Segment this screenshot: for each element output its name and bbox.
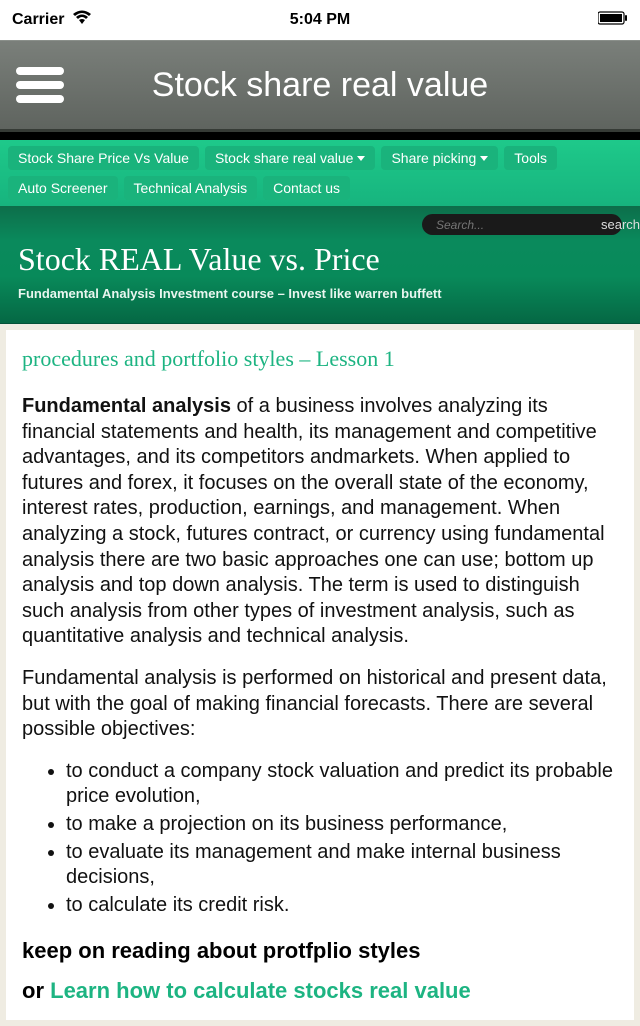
cta-link[interactable]: Learn how to calculate stocks real value (50, 978, 471, 1003)
p1-rest: of a business involves analyzing its fin… (22, 395, 605, 647)
search-box: search (422, 214, 622, 235)
nav-item-label: Stock Share Price Vs Value (18, 150, 189, 166)
divider-strip (0, 132, 640, 140)
nav-item-label: Auto Screener (18, 180, 108, 196)
list-item: to evaluate its management and make inte… (66, 840, 618, 891)
lesson-title: procedures and portfolio styles – Lesson… (22, 346, 618, 372)
hero-title: Stock REAL Value vs. Price (18, 241, 622, 278)
bullet-list: to conduct a company stock valuation and… (22, 759, 618, 919)
nav-item-6[interactable]: Contact us (263, 176, 350, 200)
nav-item-3[interactable]: Tools (504, 146, 557, 170)
status-bar: Carrier 5:04 PM (0, 0, 640, 40)
status-right (598, 11, 628, 30)
paragraph-2: Fundamental analysis is performed on his… (22, 666, 618, 743)
list-item: to calculate its credit risk. (66, 893, 618, 919)
nav-item-label: Technical Analysis (134, 180, 248, 196)
article: procedures and portfolio styles – Lesson… (6, 330, 634, 1020)
nav-item-label: Tools (514, 150, 547, 166)
hero-subtitle: Fundamental Analysis Investment course –… (18, 286, 622, 301)
hero-banner: search Stock REAL Value vs. Price Fundam… (0, 206, 640, 324)
nav-item-2[interactable]: Share picking (381, 146, 498, 170)
list-item: to make a projection on its business per… (66, 812, 618, 838)
wifi-icon (72, 10, 92, 31)
list-item: to conduct a company stock valuation and… (66, 759, 618, 810)
p1-bold: Fundamental analysis (22, 395, 231, 417)
reading-heading: keep on reading about protfplio styles (22, 938, 618, 964)
nav-item-1[interactable]: Stock share real value (205, 146, 376, 170)
menu-icon[interactable] (16, 67, 64, 103)
paragraph-1: Fundamental analysis of a business invol… (22, 394, 618, 650)
status-time: 5:04 PM (290, 11, 350, 29)
search-input[interactable] (436, 218, 593, 232)
content-wrap: procedures and portfolio styles – Lesson… (0, 324, 640, 1026)
nav-item-0[interactable]: Stock Share Price Vs Value (8, 146, 199, 170)
nav-item-5[interactable]: Technical Analysis (124, 176, 258, 200)
chevron-down-icon (480, 156, 488, 161)
cta-prefix: or (22, 978, 50, 1003)
nav-bar: Stock Share Price Vs Value Stock share re… (0, 140, 640, 206)
search-button[interactable]: search (601, 217, 640, 232)
nav-item-4[interactable]: Auto Screener (8, 176, 118, 200)
chevron-down-icon (357, 156, 365, 161)
nav-item-label: Stock share real value (215, 150, 354, 166)
app-title: Stock share real value (64, 66, 624, 105)
nav-item-label: Contact us (273, 180, 340, 196)
carrier-label: Carrier (12, 11, 64, 29)
status-left: Carrier (12, 10, 92, 31)
battery-icon (598, 11, 628, 30)
search-wrap: search (18, 214, 622, 235)
cta-line: or Learn how to calculate stocks real va… (22, 978, 618, 1004)
nav-item-label: Share picking (391, 150, 476, 166)
app-header: Stock share real value (0, 40, 640, 132)
